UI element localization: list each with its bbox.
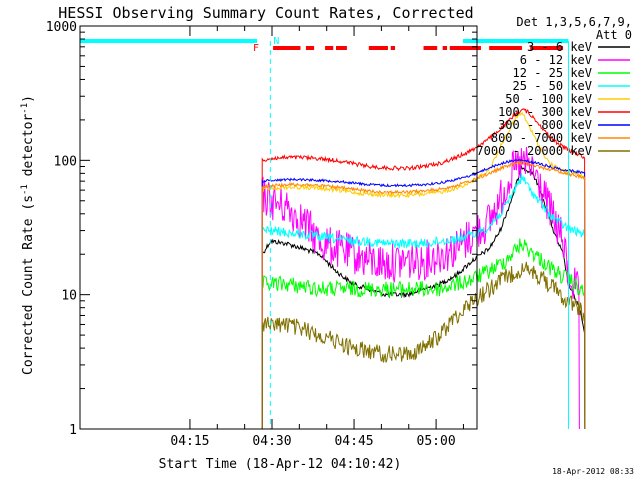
y-tick-label: 1 [69,423,77,438]
series-line [261,173,586,430]
y-axis-label-end: ) [21,95,36,103]
series-line [261,159,586,430]
flare-marker-label: F [253,43,259,54]
legend-header-line-2: Att 0 [596,28,632,42]
y-axis-label: Corrected Count Rate (s-1 detector-1) [20,95,36,375]
series-layer [261,108,586,430]
legend-label: 3 - 6 keV [527,40,592,54]
y-tick-label: 10 [61,289,77,304]
legend-label: 7000 - 20000 keV [476,144,592,158]
y-axis-label-exp2: -1 [20,103,30,114]
y-axis-label-mid: detector [21,114,36,185]
y-axis-label-exp1: -1 [20,184,30,195]
timestamp: 18-Apr-2012 08:33 [552,467,634,476]
legend-label: 100 - 300 keV [498,105,592,119]
legend-label: 300 - 800 keV [498,118,592,132]
series-line [261,112,586,430]
legend-header-line-1: Det 1,3,5,6,7,9, [516,15,632,29]
night-marker-label: N [273,36,279,47]
overlay-layer: FN [80,36,569,429]
legend-label: 25 - 50 keV [513,79,592,93]
x-axis-label: Start Time (18-Apr-12 04:10:42) [159,457,402,472]
plot-frame [79,25,478,430]
chart-title: HESSI Observing Summary Count Rates, Cor… [58,4,473,22]
x-axis: 04:15 04:30 04:45 05:00 [170,26,464,449]
x-tick-label: 04:15 [170,434,209,449]
y-tick-label: 100 [54,154,77,169]
y-tick-label: 1000 [46,20,77,35]
y-axis-label-main: Corrected Count Rate (s [21,195,36,375]
x-tick-label: 04:30 [252,434,291,449]
series-line [261,108,586,430]
legend-label: 12 - 25 keV [513,66,592,80]
x-tick-label: 04:45 [334,434,373,449]
legend-label: 800 - 7000 keV [491,131,592,145]
series-line [261,146,580,430]
y-axis: 1 10 100 1000 [46,20,477,438]
legend-label: 50 - 100 keV [505,92,592,106]
x-tick-label: 05:00 [417,434,456,449]
series-line [261,158,586,430]
legend-label: 6 - 12 keV [520,53,592,67]
series-line [261,238,586,430]
series-line [261,261,586,430]
